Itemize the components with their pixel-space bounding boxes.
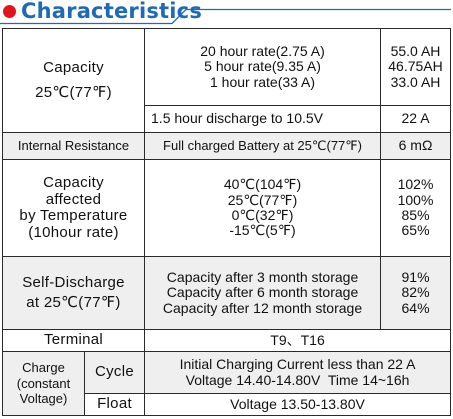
characteristics-table: Capacity 25℃(77℉) 20 hour rate(2.75 A) 5… bbox=[1, 28, 452, 416]
internal-resistance-condition: Full charged Battery at 25℃(77℉) bbox=[144, 132, 382, 160]
charge-label-line3: Voltage) bbox=[19, 391, 68, 407]
capacity-values: 55.0 AH 46.75AH 33.0 AH bbox=[380, 28, 452, 106]
terminal-label: Terminal bbox=[1, 329, 146, 352]
terminal-row: Terminal T9、T16 bbox=[1, 329, 452, 352]
charge-label-line2: (constant bbox=[16, 375, 71, 391]
header-underline bbox=[0, 8, 451, 25]
capacity-value-1h: 33.0 AH bbox=[390, 73, 441, 90]
self-discharge-3-month: Capacity after 3 month storage bbox=[166, 268, 359, 285]
temperature-0c: 0℃(32℉) bbox=[231, 207, 294, 223]
charge-float-value: Voltage 13.50-13.80V bbox=[144, 393, 452, 416]
self-discharge-6-month: Capacity after 6 month storage bbox=[166, 284, 359, 301]
self-discharge-values: 91% 82% 64% bbox=[380, 256, 452, 330]
charge-label-line1: Charge bbox=[22, 360, 65, 376]
self-discharge-conditions: Capacity after 3 month storage Capacity … bbox=[144, 256, 382, 330]
charge-cycle-label: Cycle bbox=[83, 351, 146, 394]
terminal-value: T9、T16 bbox=[144, 329, 452, 352]
charge-float-label: Float bbox=[83, 393, 146, 416]
bullet-dot-icon bbox=[3, 5, 16, 18]
capacity-label-line2: 25℃(77℉) bbox=[35, 83, 112, 101]
self-discharge-row: Self-Discharge at 25℃(77℉) Capacity afte… bbox=[1, 256, 452, 330]
capacity-label-line1: Capacity bbox=[43, 59, 104, 76]
temperature-label-line1: Capacity bbox=[43, 174, 104, 191]
capacity-rates: 20 hour rate(2.75 A) 5 hour rate(9.35 A)… bbox=[144, 28, 382, 106]
discharge-value: 22 A bbox=[380, 105, 452, 133]
temperature-label-line4: (10hour rate) bbox=[28, 223, 119, 241]
temperature-label-line3: by Temperature bbox=[19, 207, 128, 224]
charge-cycle-current: Initial Charging Current less than 22 A bbox=[179, 356, 416, 373]
charge-cycle-row: Charge (constant Voltage) Cycle Initial … bbox=[2, 351, 452, 416]
capacity-rate-5h: 5 hour rate(9.35 A) bbox=[204, 58, 321, 75]
temperature-value-40c: 102% bbox=[397, 176, 434, 193]
temperature-25c: 25℃(77℉) bbox=[227, 191, 298, 208]
capacity-row: Capacity 25℃(77℉) 20 hour rate(2.75 A) 5… bbox=[1, 28, 452, 133]
self-discharge-label-line1: Self-Discharge bbox=[22, 274, 125, 291]
temperature-value-minus15c: 65% bbox=[401, 222, 430, 239]
discharge-row: 1.5 hour discharge to 10.5V 22 A bbox=[3, 105, 452, 133]
self-discharge-value-6-month: 82% bbox=[401, 284, 430, 301]
capacity-rate-1h: 1 hour rate(33 A) bbox=[209, 73, 316, 90]
temperature-values: 102% 100% 85% 65% bbox=[380, 159, 452, 257]
internal-resistance-row: Internal Resistance Full charged Battery… bbox=[1, 132, 452, 160]
charge-cycle-voltage-time: Voltage 14.40-14.80V Time 14~16h bbox=[185, 371, 410, 388]
temperature-minus15c: -15℃(5℉) bbox=[229, 222, 296, 239]
capacity-rate-20h: 20 hour rate(2.75 A) bbox=[200, 42, 325, 59]
capacity-label: Capacity 25℃(77℉) bbox=[1, 28, 146, 133]
self-discharge-label: Self-Discharge at 25℃(77℉) bbox=[1, 256, 146, 330]
charge-cycle-details: Initial Charging Current less than 22 A … bbox=[144, 351, 452, 394]
temperature-list: 40℃(104℉) 25℃(77℉) 0℃(32℉) -15℃(5℉) bbox=[144, 159, 382, 257]
temperature-value-25c: 100% bbox=[397, 191, 434, 208]
section-title: Characteristics bbox=[21, 0, 203, 23]
charge-label: Charge (constant Voltage) bbox=[2, 351, 85, 416]
temperature-40c: 40℃(104℉) bbox=[223, 176, 302, 193]
discharge-label: 1.5 hour discharge to 10.5V bbox=[144, 105, 382, 133]
section-header: Characteristics bbox=[0, 0, 453, 26]
internal-resistance-label: Internal Resistance bbox=[1, 132, 146, 160]
self-discharge-12-month: Capacity after 12 month storage bbox=[162, 299, 363, 316]
capacity-value-5h: 46.75AH bbox=[388, 58, 443, 75]
capacity-value-20h: 55.0 AH bbox=[390, 42, 441, 59]
temperature-value-0c: 85% bbox=[401, 207, 430, 223]
temperature-row: Capacity affected by Temperature (10hour… bbox=[1, 159, 452, 257]
self-discharge-label-line2: at 25℃(77℉) bbox=[26, 293, 121, 311]
temperature-label-line2: affected bbox=[45, 190, 102, 208]
self-discharge-value-3-month: 91% bbox=[401, 268, 430, 285]
self-discharge-value-12-month: 64% bbox=[401, 299, 430, 316]
temperature-label: Capacity affected by Temperature (10hour… bbox=[1, 159, 146, 257]
internal-resistance-value: 6 mΩ bbox=[380, 132, 452, 160]
charge-float-row: Float Voltage 13.50-13.80V bbox=[3, 393, 452, 416]
